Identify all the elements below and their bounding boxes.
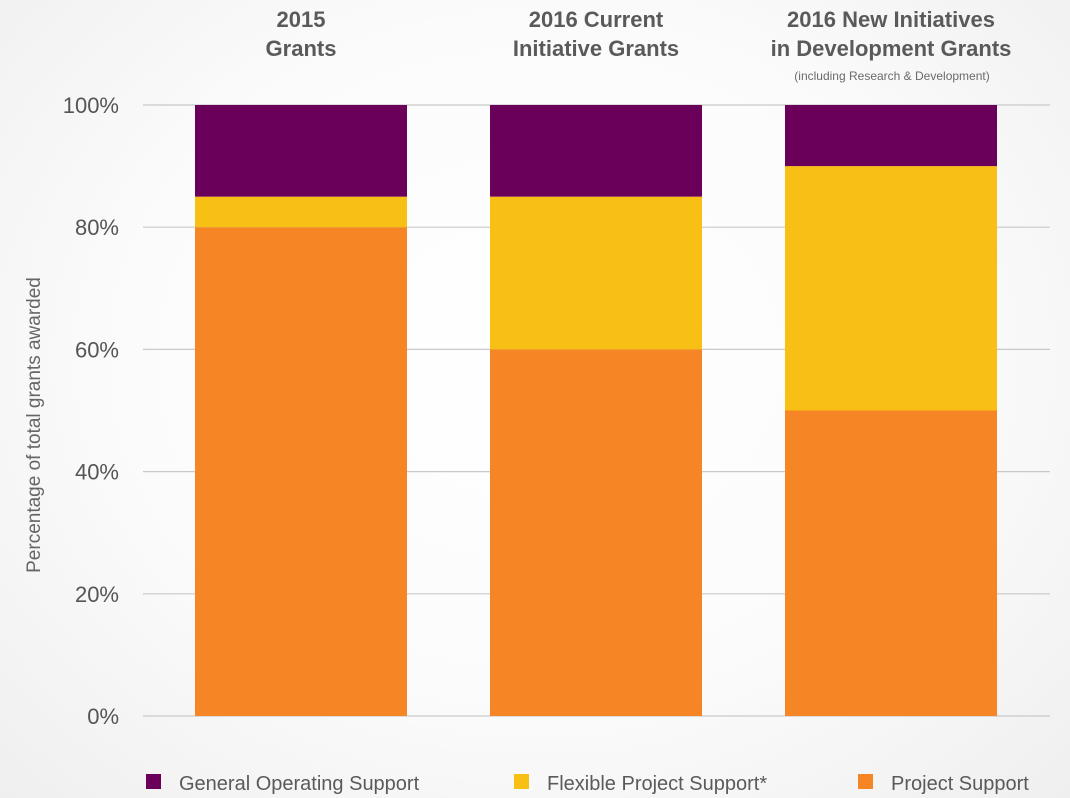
y-axis-label: Percentage of total grants awarded: [24, 277, 45, 573]
bar-segment-flexible-project-support: [785, 166, 997, 411]
y-tick-label: 100%: [63, 93, 119, 118]
category-label: 2016 Current: [529, 7, 664, 32]
category-label: 2016 New Initiatives: [787, 7, 995, 32]
category-label: in Development Grants: [771, 36, 1012, 61]
bar-segment-flexible-project-support: [490, 196, 702, 350]
legend-label: Project Support: [891, 773, 1029, 795]
y-tick-label: 60%: [75, 337, 119, 362]
bar-segment-flexible-project-support: [195, 196, 407, 228]
category-labels: 2015 Grants 2016 Current Initiative Grants 2…: [266, 7, 1012, 83]
legend-swatch-flexible-project-support: [514, 774, 529, 789]
y-tick-label: 40%: [75, 460, 119, 485]
category-label: Grants: [266, 36, 337, 61]
bar-segment-project-support: [490, 349, 702, 716]
legend-label: Flexible Project Support*: [547, 773, 767, 795]
category-label: 2015: [277, 7, 326, 32]
y-tick-label: 80%: [75, 215, 119, 240]
bars: [195, 105, 997, 716]
bar-segment-project-support: [785, 410, 997, 716]
legend-swatch-project-support: [858, 774, 873, 789]
y-axis-ticks: 0% 20% 40% 60% 80% 100%: [63, 93, 119, 729]
legend-label: General Operating Support: [179, 773, 420, 795]
bar-segment-general-operating-support: [490, 105, 702, 197]
bar-segment-general-operating-support: [195, 105, 407, 197]
bar-segment-general-operating-support: [785, 105, 997, 167]
bar-segment-project-support: [195, 227, 407, 716]
category-label: Initiative Grants: [513, 36, 679, 61]
legend: General Operating Support Flexible Projec…: [146, 773, 1029, 795]
category-note: (including Research & Development): [794, 69, 989, 83]
y-tick-label: 0%: [87, 704, 119, 729]
y-tick-label: 20%: [75, 582, 119, 607]
legend-swatch-general-operating-support: [146, 774, 161, 789]
